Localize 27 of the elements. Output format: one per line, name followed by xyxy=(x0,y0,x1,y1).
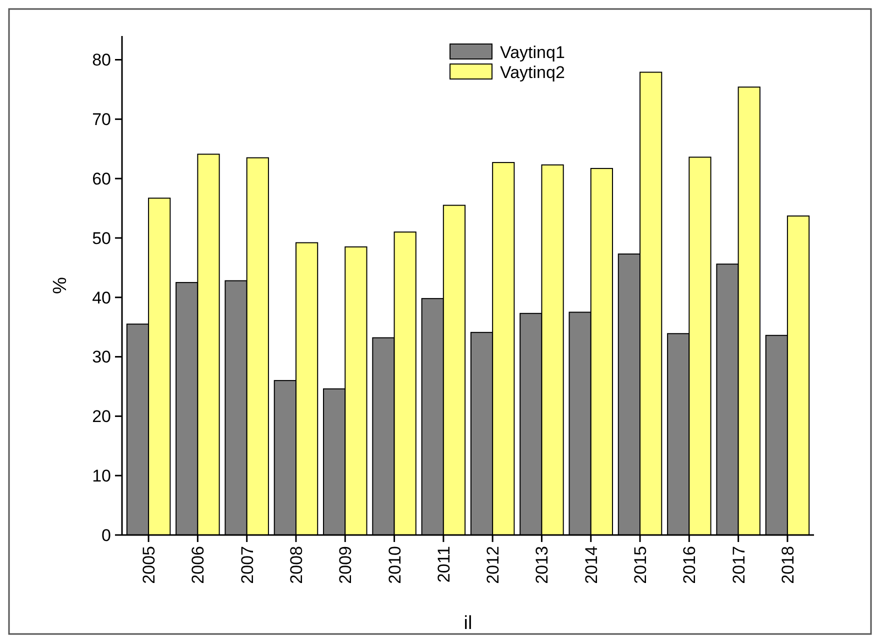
y-tick-label: 60 xyxy=(92,170,111,189)
legend-label: Vaytinq2 xyxy=(500,62,565,82)
x-tick-label: 2010 xyxy=(385,546,404,584)
y-tick-label: 80 xyxy=(92,50,111,70)
x-tick-label: 2005 xyxy=(140,546,159,584)
x-tick-label: 2018 xyxy=(778,546,798,584)
x-tick-label: 2009 xyxy=(336,546,356,584)
y-tick-label: 0 xyxy=(102,526,111,545)
x-tick-label: 2011 xyxy=(434,546,454,583)
x-tick-label: 2013 xyxy=(532,546,552,584)
y-tick-label: 40 xyxy=(92,288,111,308)
y-tick-label: 10 xyxy=(92,466,111,486)
x-tick-label: 2016 xyxy=(680,546,700,584)
y-tick-label: 70 xyxy=(92,110,111,130)
x-tick-label: 2014 xyxy=(582,546,601,584)
x-tick-label: 2015 xyxy=(631,546,650,584)
legend-label: Vaytinq1 xyxy=(500,42,565,62)
y-tick-label: 50 xyxy=(92,228,111,248)
y-tick-label: 30 xyxy=(92,348,111,367)
x-axis-title: il xyxy=(464,613,472,634)
x-tick-label: 2007 xyxy=(238,546,257,584)
x-tick-label: 2012 xyxy=(484,546,503,584)
x-tick-label: 2017 xyxy=(729,546,748,584)
x-tick-label: 2008 xyxy=(286,546,306,584)
y-tick-label: 20 xyxy=(92,407,111,426)
x-tick-label: 2006 xyxy=(188,546,208,584)
y-axis-title: % xyxy=(50,276,71,294)
